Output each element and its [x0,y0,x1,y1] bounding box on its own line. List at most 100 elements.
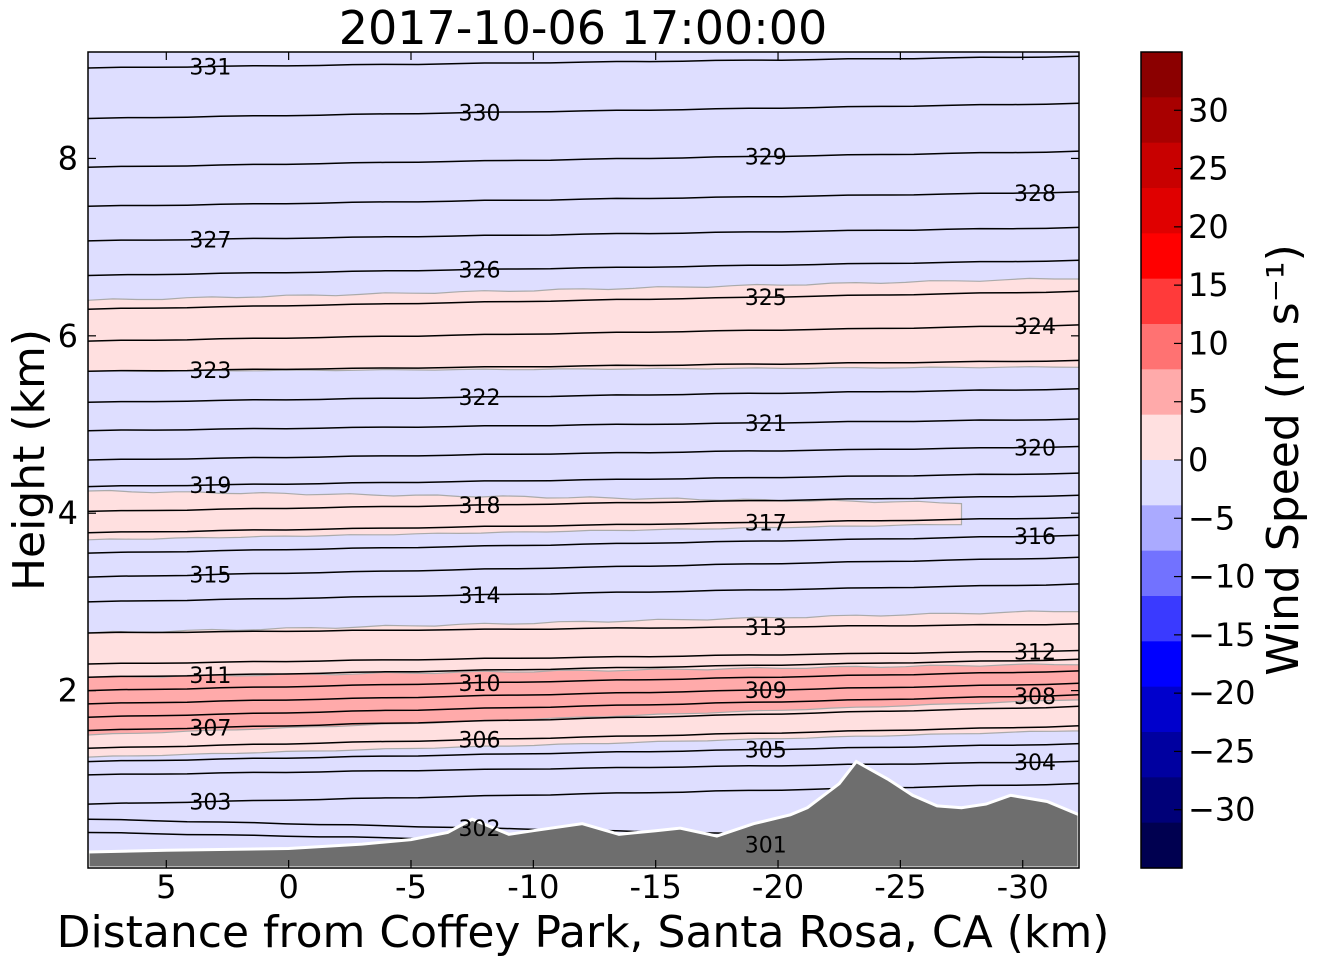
contour-label-316: 316 [1014,525,1056,550]
x-tick-label-3: -10 [507,868,559,906]
contour-label-317: 317 [745,511,787,536]
x-axis: 5 0 -5 -10 -15 -20 -25 -30 [156,52,1049,906]
contour-line-309 [88,682,1079,705]
contour-line-316 [88,534,1079,554]
contour-line-331 [88,55,1079,69]
contour-label-308: 308 [1014,685,1056,710]
contour-line-318 [88,494,1079,513]
colorbar-segment-6 [1141,324,1182,370]
y-tick-label-1: 4 [58,494,78,532]
colorbar-segment-9 [1141,460,1182,506]
contour-label-329: 329 [745,145,787,170]
contour-label-306: 306 [459,729,501,754]
colorbar-segment-7 [1141,369,1182,416]
contour-line-326 [88,259,1079,277]
contour-line-312 [88,649,1079,665]
contour-line-310 [88,670,1079,692]
contour-line-306 [88,725,1079,750]
x-tick-label-2: -5 [395,868,427,906]
contour-label-325: 325 [745,286,787,311]
contour-label-305: 305 [745,738,787,763]
colorbar-tick-label-9: −15 [1188,616,1256,654]
colorbar-segment-8 [1141,414,1182,461]
chart-title: 2017-10-06 17:00:00 [339,1,828,55]
colorbar-segment-10 [1141,505,1182,552]
colorbar: 30 25 20 15 10 5 0 −5 −10 −15 −20 −25 −30 [1140,51,1256,869]
contour-line-314 [88,583,1079,603]
contour-line-325 [88,290,1079,310]
colorbar-segment-2 [1141,142,1182,189]
speed-band-1 [88,489,963,541]
x-axis-label: Distance from Coffey Park, Santa Rosa, C… [57,907,1110,958]
contour-label-309: 309 [745,679,787,704]
contour-line-330 [88,102,1079,120]
y-tick-label-2: 6 [58,317,78,355]
contour-label-324: 324 [1014,315,1056,340]
contour-label-318: 318 [459,494,501,519]
contour-line-328 [88,191,1079,208]
colorbar-tick-label-6: 0 [1188,441,1208,479]
contour-line-327 [88,226,1079,242]
contour-labels: 331 330 329 328 327 326 325 324 323 322 321 320 319 3… [189,56,1056,859]
contour-line-303 [88,782,1079,805]
colorbar-segment-15 [1141,732,1182,778]
colorbar-tick-label-2: 20 [1188,208,1229,246]
colorbar-tick-label-1: 25 [1188,150,1229,188]
x-tick-label-5: -20 [752,868,804,906]
colorbar-segment-4 [1141,233,1182,280]
contour-line-324 [88,324,1079,342]
contour-label-321: 321 [745,412,787,437]
y-tick-label-3: 8 [58,139,78,177]
colorbar-segment-0 [1141,52,1182,98]
x-tick-label-4: -15 [630,868,682,906]
contour-line-321 [88,418,1079,432]
y-axis: 2 4 6 8 [58,139,1079,710]
contour-label-302: 302 [459,817,501,842]
contour-line-307 [88,705,1079,732]
contour-label-328: 328 [1014,182,1056,207]
colorbar-tick-label-0: 30 [1188,91,1229,129]
contour-line-322 [88,388,1079,404]
colorbar-tick-label-8: −10 [1188,558,1256,596]
contour-label-310: 310 [459,672,501,697]
colorbar-segment-14 [1141,686,1182,733]
contour-line-329 [88,150,1079,169]
contour-line-308 [88,694,1079,718]
colorbar-segment-17 [1141,822,1182,869]
contour-label-301: 301 [745,834,787,859]
colorbar-label: Wind Speed (m s⁻¹) [1258,244,1309,675]
contour-line-305 [88,742,1079,763]
theta-contours [88,55,1079,851]
colorbar-segment-1 [1141,97,1182,144]
contour-line-304 [88,760,1079,776]
speed-bands [88,277,1079,758]
colorbar-tick-label-11: −25 [1188,732,1256,770]
contour-line-311 [88,658,1079,679]
contour-line-313 [88,623,1079,634]
x-tick-label-6: -25 [874,868,926,906]
x-tick-label-1: 0 [278,868,298,906]
y-tick-label-0: 2 [58,672,78,710]
contour-label-320: 320 [1014,436,1056,461]
contour-label-319: 319 [189,474,231,499]
contour-label-331: 331 [189,56,231,81]
colorbar-segment-13 [1141,641,1182,688]
contour-label-307: 307 [189,717,231,742]
terrain-fill [88,759,1079,868]
contour-label-311: 311 [189,664,231,689]
colorbar-segment-11 [1141,550,1182,597]
y-axis-label: Height (km) [4,329,55,591]
colorbar-segment-5 [1141,278,1182,325]
contour-line-315 [88,556,1079,578]
colorbar-tick-label-5: 5 [1188,383,1208,421]
colorbar-tick-label-7: −5 [1188,499,1235,537]
contour-line-317 [88,516,1079,534]
colorbar-segment-16 [1141,777,1182,824]
x-tick-label-7: -30 [997,868,1049,906]
contour-line-319 [88,472,1079,488]
contour-label-323: 323 [189,359,231,384]
x-tick-label-0: 5 [156,868,176,906]
contour-label-322: 322 [459,386,501,411]
colorbar-tick-label-10: −20 [1188,674,1256,712]
